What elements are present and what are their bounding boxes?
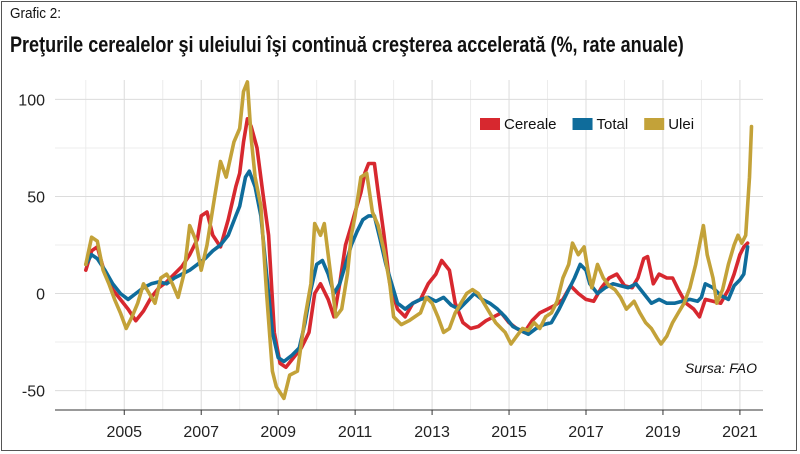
x-tick-label: 2019: [645, 424, 681, 441]
x-tick-label: 2011: [338, 424, 373, 441]
legend: Cereale Total Ulei: [480, 116, 694, 133]
x-tick-label: 2013: [414, 424, 450, 441]
legend-swatch: [572, 118, 593, 130]
y-tick-label: 100: [18, 92, 45, 109]
y-tick-label: 0: [36, 287, 45, 304]
series-line-total: [84, 169, 750, 364]
x-tick-label: 2015: [491, 424, 527, 441]
legend-label: Ulei: [668, 116, 694, 133]
series-line-ulei: [84, 80, 754, 401]
legend-label: Cereale: [504, 116, 557, 133]
series-layer: [84, 80, 754, 401]
legend-swatch: [644, 118, 665, 130]
source-note: Sursa: FAO: [685, 360, 757, 376]
figure-label: Grafic 2:: [10, 5, 62, 22]
x-tick-label: 2021: [722, 424, 758, 441]
x-axis: 2005 2007 2009 2011 2013 2015 2017 2019 2021: [55, 409, 763, 441]
x-tick-label: 2009: [260, 424, 296, 441]
y-tick-label: 50: [27, 189, 45, 206]
chart-title: Preţurile cerealelor şi uleiului îşi con…: [10, 32, 684, 57]
x-tick-label: 2017: [568, 424, 604, 441]
minor-gridlines: [55, 80, 763, 410]
legend-swatch: [480, 118, 500, 130]
legend-label: Total: [597, 116, 629, 133]
series-line-cereale: [84, 117, 750, 370]
major-gridlines: [55, 80, 763, 410]
y-tick-label: -50: [22, 384, 45, 401]
x-tick-label: 2005: [106, 424, 142, 441]
x-tick-label: 2007: [183, 424, 219, 441]
y-axis: -50 0 50 100: [18, 92, 45, 400]
